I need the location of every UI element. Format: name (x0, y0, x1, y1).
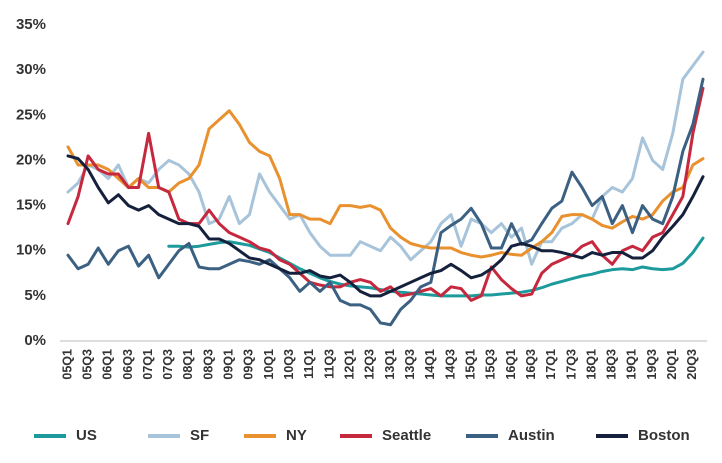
x-tick-label: 11Q1 (302, 349, 316, 379)
y-tick-label: 30% (16, 61, 46, 78)
x-tick-label: 07Q3 (161, 349, 175, 380)
legend-label: NY (286, 427, 307, 444)
series-line (66, 86, 705, 302)
x-tick-label: 16Q3 (524, 349, 538, 380)
series-line (66, 77, 705, 327)
x-tick-label: 08Q3 (201, 349, 215, 380)
legend-label: Boston (638, 427, 690, 444)
legend-label: Austin (508, 427, 555, 444)
x-tick-label: 20Q1 (665, 349, 679, 380)
y-tick-label: 0% (24, 332, 46, 349)
x-tick-label: 09Q3 (242, 349, 256, 380)
x-tick-label: 18Q3 (605, 349, 619, 380)
x-tick-label: 14Q1 (423, 349, 437, 380)
x-tick-label: 15Q1 (463, 349, 477, 380)
x-tick-label: 05Q3 (80, 349, 94, 380)
x-tick-label: 19Q1 (625, 349, 639, 380)
y-tick-label: 20% (16, 151, 46, 168)
x-tick-label: 19Q3 (645, 349, 659, 380)
x-tick-label: 10Q1 (262, 349, 276, 380)
x-tick-label: 05Q1 (60, 349, 74, 380)
series-line (66, 109, 705, 259)
y-tick-label: 35% (16, 16, 46, 33)
x-tick-label: 14Q3 (443, 349, 457, 380)
x-tick-label: 12Q3 (363, 349, 377, 380)
y-tick-label: 25% (16, 106, 46, 123)
x-tick-label: 16Q1 (504, 349, 518, 380)
series-line (66, 154, 705, 298)
x-tick-label: 11Q3 (322, 349, 336, 379)
y-tick-label: 10% (16, 242, 46, 259)
x-tick-label: 06Q3 (121, 349, 135, 380)
x-tick-label: 17Q3 (564, 349, 578, 380)
x-tick-label: 17Q1 (544, 349, 558, 380)
x-tick-label: 12Q1 (343, 349, 357, 380)
legend-label: Seattle (382, 427, 431, 444)
x-tick-label: 13Q1 (383, 349, 397, 380)
x-tick-label: 13Q3 (403, 349, 417, 380)
x-tick-label: 07Q1 (141, 349, 155, 380)
y-tick-label: 5% (24, 287, 46, 304)
x-tick-label: 06Q1 (101, 349, 115, 380)
x-tick-label: 10Q3 (282, 349, 296, 380)
x-tick-label: 20Q3 (685, 349, 699, 380)
x-tick-label: 15Q3 (484, 349, 498, 380)
x-tick-label: 08Q1 (181, 349, 195, 380)
legend-label: SF (190, 427, 209, 444)
x-tick-label: 18Q1 (584, 349, 598, 380)
legend-label: US (76, 427, 97, 444)
y-tick-label: 15% (16, 197, 46, 214)
series-line (66, 50, 705, 266)
x-tick-label: 09Q1 (222, 349, 236, 380)
